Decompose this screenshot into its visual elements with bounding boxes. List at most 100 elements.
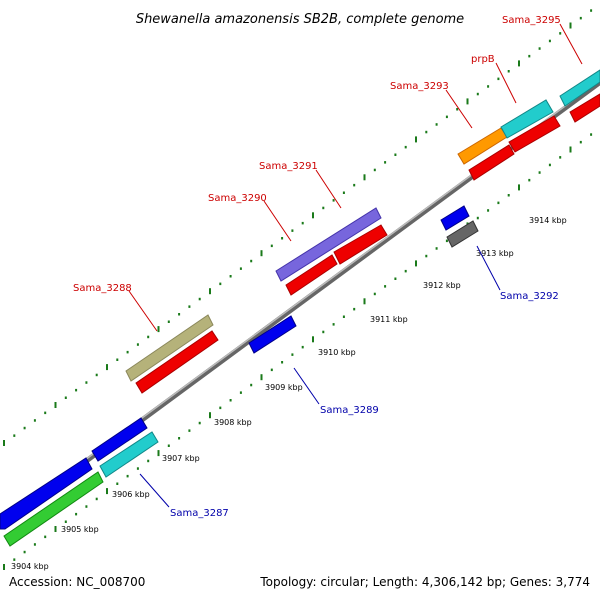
tick-labels: 3904 kbp 3905 kbp 3906 kbp 3907 kbp 3908… [11,216,567,571]
tick-label: 3913 kbp [476,249,514,258]
tick-dot [312,212,314,219]
tick-dot [260,250,263,257]
tick-label: 3909 kbp [265,383,303,392]
tick-dot [136,467,139,470]
tick-dot [518,60,520,67]
tick-dot [353,307,356,311]
tick-dot [229,399,232,402]
tick-dot [13,434,16,437]
tick-label: 3914 kbp [529,216,567,225]
genome-stats-text: Topology: circular; Length: 4,306,142 bp… [259,575,590,589]
tick-dot [425,254,428,258]
tick-dot [579,140,582,144]
gene-label-sama-3295[interactable]: Sama_3295 [502,15,561,26]
tick-dot [487,209,490,212]
tick-dot [548,163,551,167]
tick-dot [33,543,36,546]
reverse-gene-labels [139,245,501,508]
tick-dot [373,292,376,296]
tick-dot [569,146,572,153]
tick-dot [209,288,211,295]
tick-dot [528,178,531,182]
reverse-tick-track [3,133,593,570]
cds-arrow[interactable] [468,115,561,181]
tick-dot [188,429,191,432]
feature-blue-small[interactable] [91,417,148,462]
tick-dot [404,269,407,273]
tick-dot [291,229,294,232]
tick-dot [75,388,78,392]
tick-dot [394,153,397,156]
tick-dot [147,335,150,339]
gene-label-sama-3290[interactable]: Sama_3290 [208,193,267,204]
feature-sama-3295[interactable] [559,69,600,107]
tick-dot [332,199,335,202]
cds-arrow[interactable] [569,93,600,123]
tick-label: 3904 kbp [11,562,49,571]
tick-dot [219,406,222,410]
tick-dot [250,259,253,263]
tick-dot [44,535,47,539]
tick-dot [85,505,88,508]
gene-label-sama-3289[interactable]: Sama_3289 [320,405,379,416]
tick-dot [95,373,98,377]
tick-dot [476,216,479,220]
tick-dot [322,206,325,210]
tick-dot [394,277,397,280]
tick-dot [167,320,170,323]
tick-dot [85,381,88,384]
feature-sama-3290[interactable] [275,207,382,282]
feature-blue-large[interactable] [0,457,93,530]
tick-dot [312,336,314,343]
tick-dot [167,444,170,447]
cds-arrow[interactable] [285,224,388,296]
feature-sama-3288[interactable] [125,314,214,382]
tick-dot [13,558,16,561]
tick-dot [590,133,593,136]
feature-sama-3289[interactable] [248,315,297,354]
tick-label: 3906 kbp [112,490,150,499]
accession-text: Accession: NC_008700 [9,575,145,589]
tick-dot [54,526,57,532]
tick-dot [559,156,562,159]
cds-arrow[interactable] [135,330,219,394]
reverse-features [0,205,479,547]
gene-label-sama-3287[interactable]: Sama_3287 [170,508,229,519]
tick-dot [342,315,345,318]
tick-dot [54,402,57,408]
tick-dot [126,474,129,478]
tick-dot [342,191,345,194]
gene-label-prpb[interactable]: prpB [471,54,495,65]
map-title: Shewanella amazonensis SB2B, complete ge… [136,12,464,27]
tick-dot [301,345,304,349]
tick-dot [126,350,129,354]
tick-label: 3910 kbp [318,348,356,357]
tick-dot [353,183,356,187]
tick-dot [291,353,294,356]
tick-dot [33,419,36,422]
tick-dot [147,459,150,463]
feature-prpB[interactable] [500,99,554,139]
tick-dot [116,358,119,361]
tick-dot [75,512,78,516]
tick-dot [415,260,417,267]
feature-sama-3292[interactable] [440,205,479,248]
tick-dot [188,305,191,308]
tick-dot [497,77,500,81]
tick-dot [507,70,510,73]
tick-dot [95,497,98,501]
tick-dot [322,330,325,334]
tick-dot [456,108,459,111]
feature-sama-3287[interactable] [99,431,159,478]
tick-dot [178,313,181,316]
gene-label-sama-3288[interactable]: Sama_3288 [73,283,132,294]
tick-dot [239,391,242,394]
gene-label-sama-3292[interactable]: Sama_3292 [500,291,559,302]
tick-dot [64,520,67,523]
feature-green[interactable] [3,471,104,547]
tick-dot [404,145,407,149]
gene-label-sama-3291[interactable]: Sama_3291 [259,161,318,172]
gene-label-sama-3293[interactable]: Sama_3293 [390,81,449,92]
tick-dot [270,368,273,372]
